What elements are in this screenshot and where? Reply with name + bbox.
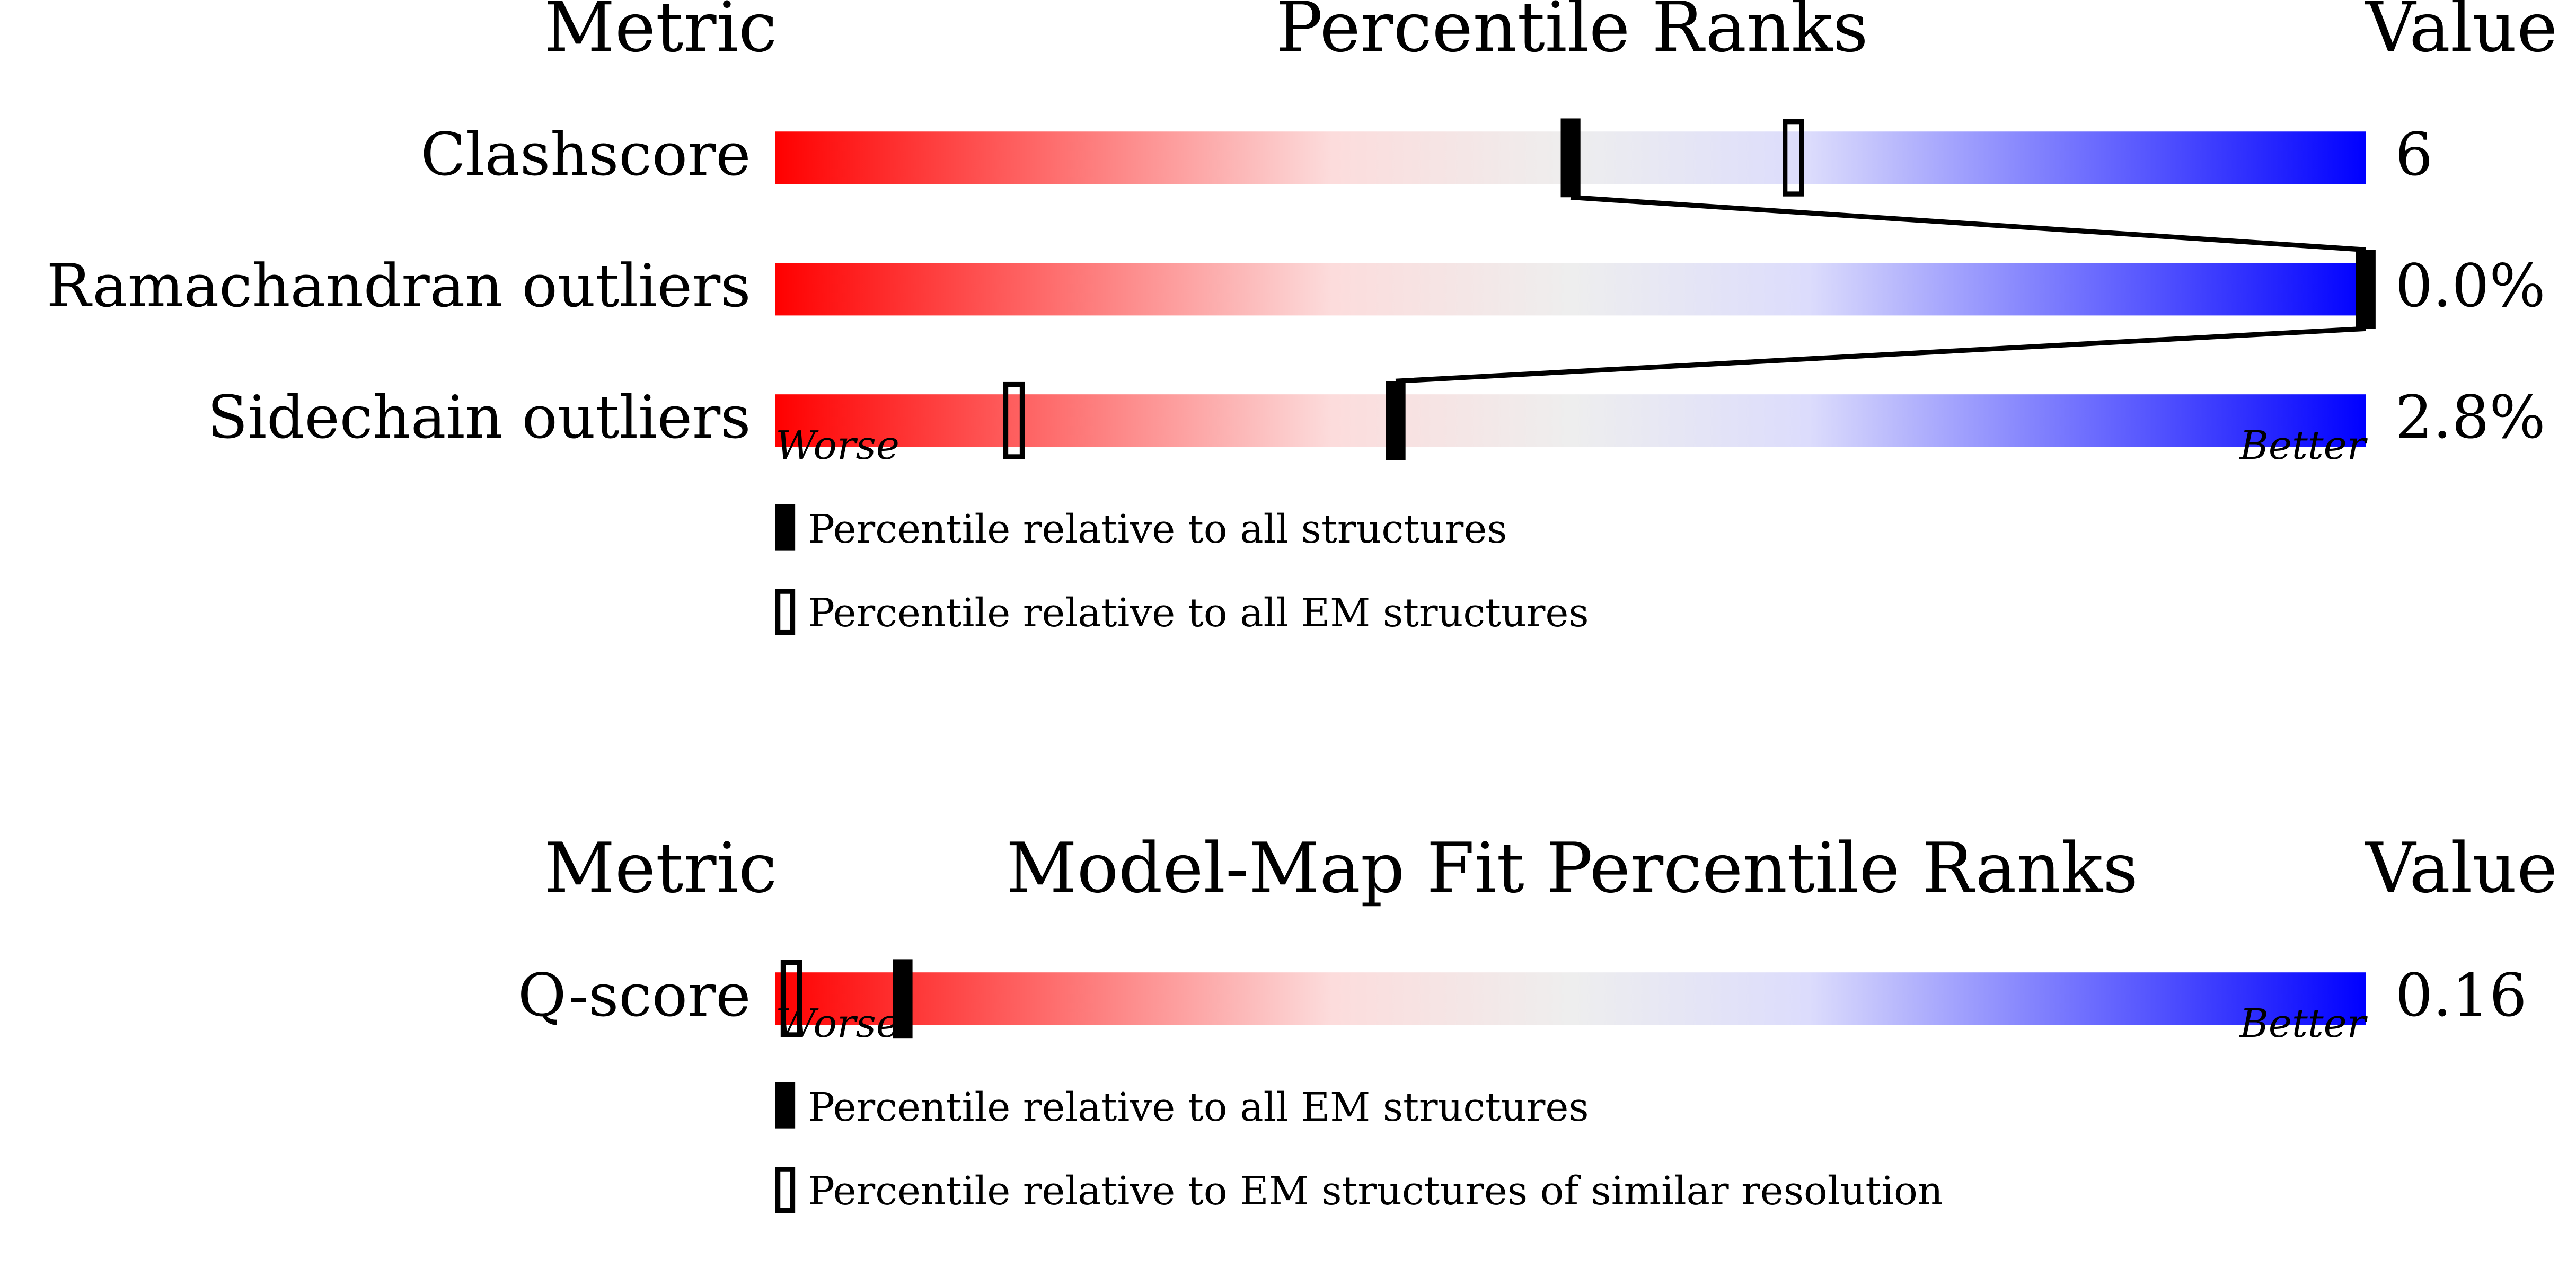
filled-marker (1386, 381, 1406, 460)
metric-value: 2.8% (2395, 383, 2545, 452)
slider-bar (775, 972, 2366, 1025)
legend-filled-text: Percentile relative to all EM structures (808, 1084, 1589, 1130)
filled-marker (2356, 250, 2376, 329)
worse-label: Worse (775, 1000, 899, 1046)
header-metric: Metric (544, 0, 777, 67)
better-label: Better (2238, 1000, 2368, 1046)
legend-open-text: Percentile relative to all EM structures (808, 590, 1589, 636)
metric-label: Clashscore (420, 120, 751, 189)
open-marker (1003, 381, 1025, 459)
metric-label: Q-score (518, 961, 751, 1030)
metric-value: 0.16 (2395, 961, 2527, 1030)
legend-open-text: Percentile relative to EM structures of … (808, 1168, 1943, 1214)
metric-value: 0.0% (2395, 252, 2545, 321)
open-marker (780, 960, 802, 1037)
legend-filled-marker (775, 504, 796, 551)
better-label: Better (2238, 422, 2368, 468)
header-title: Percentile Ranks (1276, 0, 1868, 67)
filled-marker (1560, 118, 1581, 198)
filled-marker (893, 959, 913, 1039)
connector-line (1395, 194, 2366, 384)
header-value: Value (2365, 0, 2557, 67)
header-metric: Metric (544, 828, 777, 908)
header-value: Value (2365, 828, 2557, 908)
header-title: Model-Map Fit Percentile Ranks (1006, 828, 2138, 908)
metric-label: Ramachandran outliers (47, 252, 751, 321)
legend-open-marker (775, 589, 796, 635)
legend-open-marker (775, 1167, 796, 1213)
metric-label: Sidechain outliers (207, 383, 751, 452)
legend-filled-text: Percentile relative to all structures (808, 506, 1507, 552)
legend-filled-marker (775, 1082, 796, 1129)
slider-bar (775, 394, 2366, 447)
worse-label: Worse (775, 422, 899, 468)
metric-value: 6 (2395, 120, 2433, 189)
open-marker (1783, 119, 1804, 197)
slider-bar (775, 263, 2366, 316)
